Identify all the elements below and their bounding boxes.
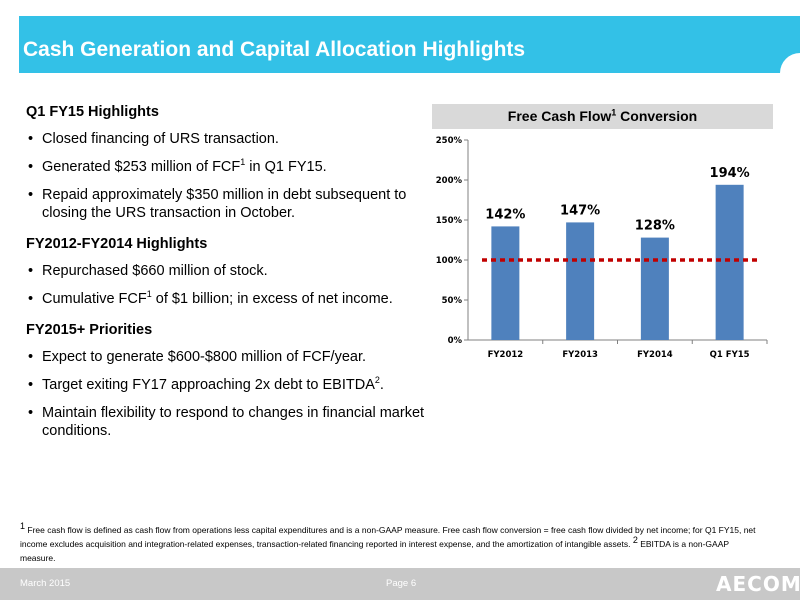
aecom-logo: AECOM (716, 572, 800, 596)
section-heading-fy2012-2014: FY2012-FY2014 Highlights (26, 236, 208, 252)
data-label: 128% (635, 219, 675, 234)
y-tick-label: 50% (442, 296, 463, 306)
chart-title: Free Cash Flow1 Conversion (432, 104, 773, 129)
highlights-column: Q1 FY15 Highlights • Closed financing of … (26, 104, 426, 450)
y-tick-label: 250% (436, 136, 463, 146)
page-title: Cash Generation and Capital Allocation H… (23, 38, 526, 61)
section-heading-fy2015-priorities: FY2015+ Priorities (26, 322, 153, 338)
list-item: • Target exiting FY17 approaching 2x debt… (28, 375, 384, 393)
bar (715, 184, 744, 340)
list-item: • Generated $253 million of FCF1 in Q1 FY… (28, 157, 327, 175)
page-number: Page 6 (386, 578, 417, 589)
x-tick-label: FY2013 (562, 350, 598, 360)
data-label: 194% (710, 166, 750, 181)
title-banner: Cash Generation and Capital Allocation H… (19, 16, 800, 73)
y-tick-label: 150% (436, 216, 463, 226)
x-tick-label: FY2012 (488, 350, 524, 360)
x-tick-label: Q1 FY15 (710, 350, 750, 360)
bar (491, 226, 520, 340)
y-tick-label: 100% (436, 256, 463, 266)
data-label: 142% (485, 207, 525, 222)
list-item: • Cumulative FCF1 of $1 billion; in exces… (28, 289, 393, 307)
list-item: • Repaid approximately $350 million in de… (28, 187, 407, 221)
fcf-conversion-chart: 0% 50% 100% 150% 200% 250% 142% FY2012 147% FY201… (436, 136, 768, 360)
footnote: 1 Free cash flow is defined as cash flow… (20, 521, 756, 563)
list-item: • Maintain flexibility to respond to chan… (28, 405, 425, 439)
bar (566, 222, 595, 340)
footer-date: March 2015 (20, 578, 71, 589)
y-tick-label: 200% (436, 176, 463, 186)
section-heading-q1: Q1 FY15 Highlights (26, 104, 159, 120)
bar (640, 237, 669, 340)
list-item: • Closed financing of URS transaction. (28, 131, 279, 147)
x-tick-label: FY2014 (637, 350, 673, 360)
y-tick-label: 0% (448, 336, 463, 346)
bullet-list-q1: • Closed financing of URS transaction. • G… (26, 130, 426, 222)
bullet-list-fy2015: • Expect to generate $600-$800 million of… (26, 348, 426, 440)
data-label: 147% (560, 203, 600, 218)
bullet-list-fy2012-2014: • Repurchased $660 million of stock. • Cum… (26, 262, 426, 308)
list-item: • Repurchased $660 million of stock. (28, 263, 268, 279)
list-item: • Expect to generate $600-$800 million of… (28, 349, 367, 365)
footer-bar: March 2015 Page 6 AECOM (0, 568, 800, 600)
